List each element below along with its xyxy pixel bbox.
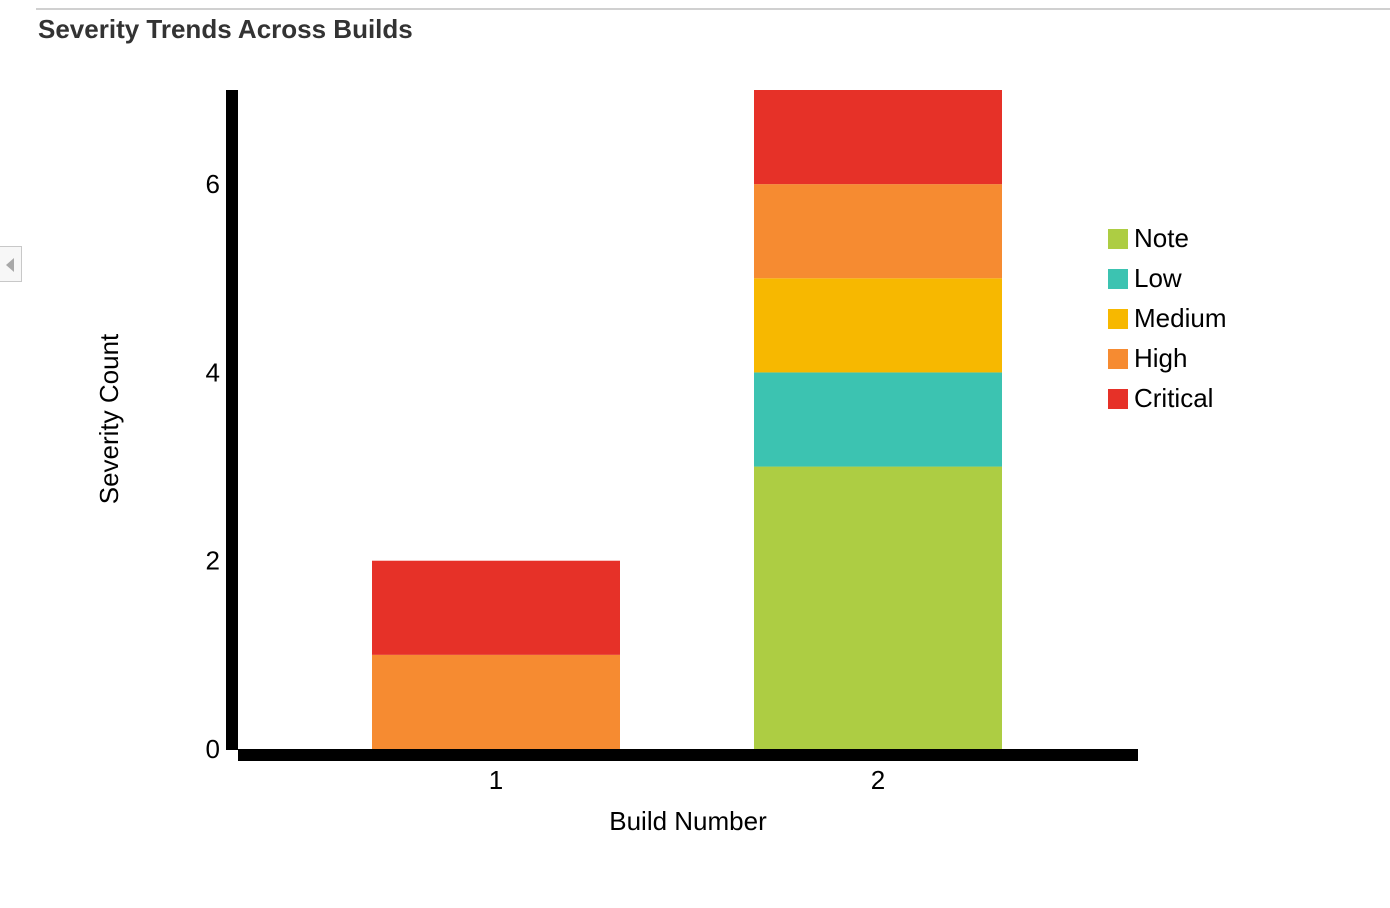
legend-swatch [1108,309,1128,329]
legend-item-medium: Medium [1108,303,1226,333]
bar-segment-build-2-medium [754,278,1002,373]
legend-item-high: High [1108,343,1187,373]
collapse-panel-button[interactable] [0,246,22,282]
y-tick-label: 6 [206,169,220,199]
bar-segment-build-2-critical [754,90,1002,185]
bar-segment-build-2-low [754,372,1002,467]
legend-swatch [1108,349,1128,369]
x-axis-label: Build Number [609,806,767,836]
y-tick-label: 2 [206,546,220,576]
bar-segment-build-1-high [372,654,620,749]
panel-title: Severity Trends Across Builds [38,14,413,44]
legend-label: Low [1134,263,1182,293]
panel-top-divider [36,8,1390,10]
legend-swatch [1108,269,1128,289]
y-tick-label: 4 [206,357,220,387]
bar-segment-build-1-critical [372,560,620,655]
y-tick-label: 0 [206,734,220,764]
bar-segment-build-2-note [754,466,1002,749]
legend-label: Medium [1134,303,1226,333]
x-tick-label: 1 [489,765,503,795]
y-axis-label: Severity Count [94,333,124,504]
legend-item-critical: Critical [1108,383,1213,413]
bars-layer [372,90,1002,749]
legend-label: High [1134,343,1187,373]
legend-swatch [1108,389,1128,409]
legend-label: Critical [1134,383,1213,413]
legend-swatch [1108,229,1128,249]
x-tick-label: 2 [871,765,885,795]
legend-item-note: Note [1108,223,1189,253]
chevron-left-icon [6,258,14,272]
axes-layer [226,90,1138,761]
legend-label: Note [1134,223,1189,253]
legend: Note Low Medium High Critical [1108,223,1226,413]
bar-segment-build-2-high [754,184,1002,279]
y-ticks: 0 2 4 6 [206,169,220,764]
legend-item-low: Low [1108,263,1182,293]
